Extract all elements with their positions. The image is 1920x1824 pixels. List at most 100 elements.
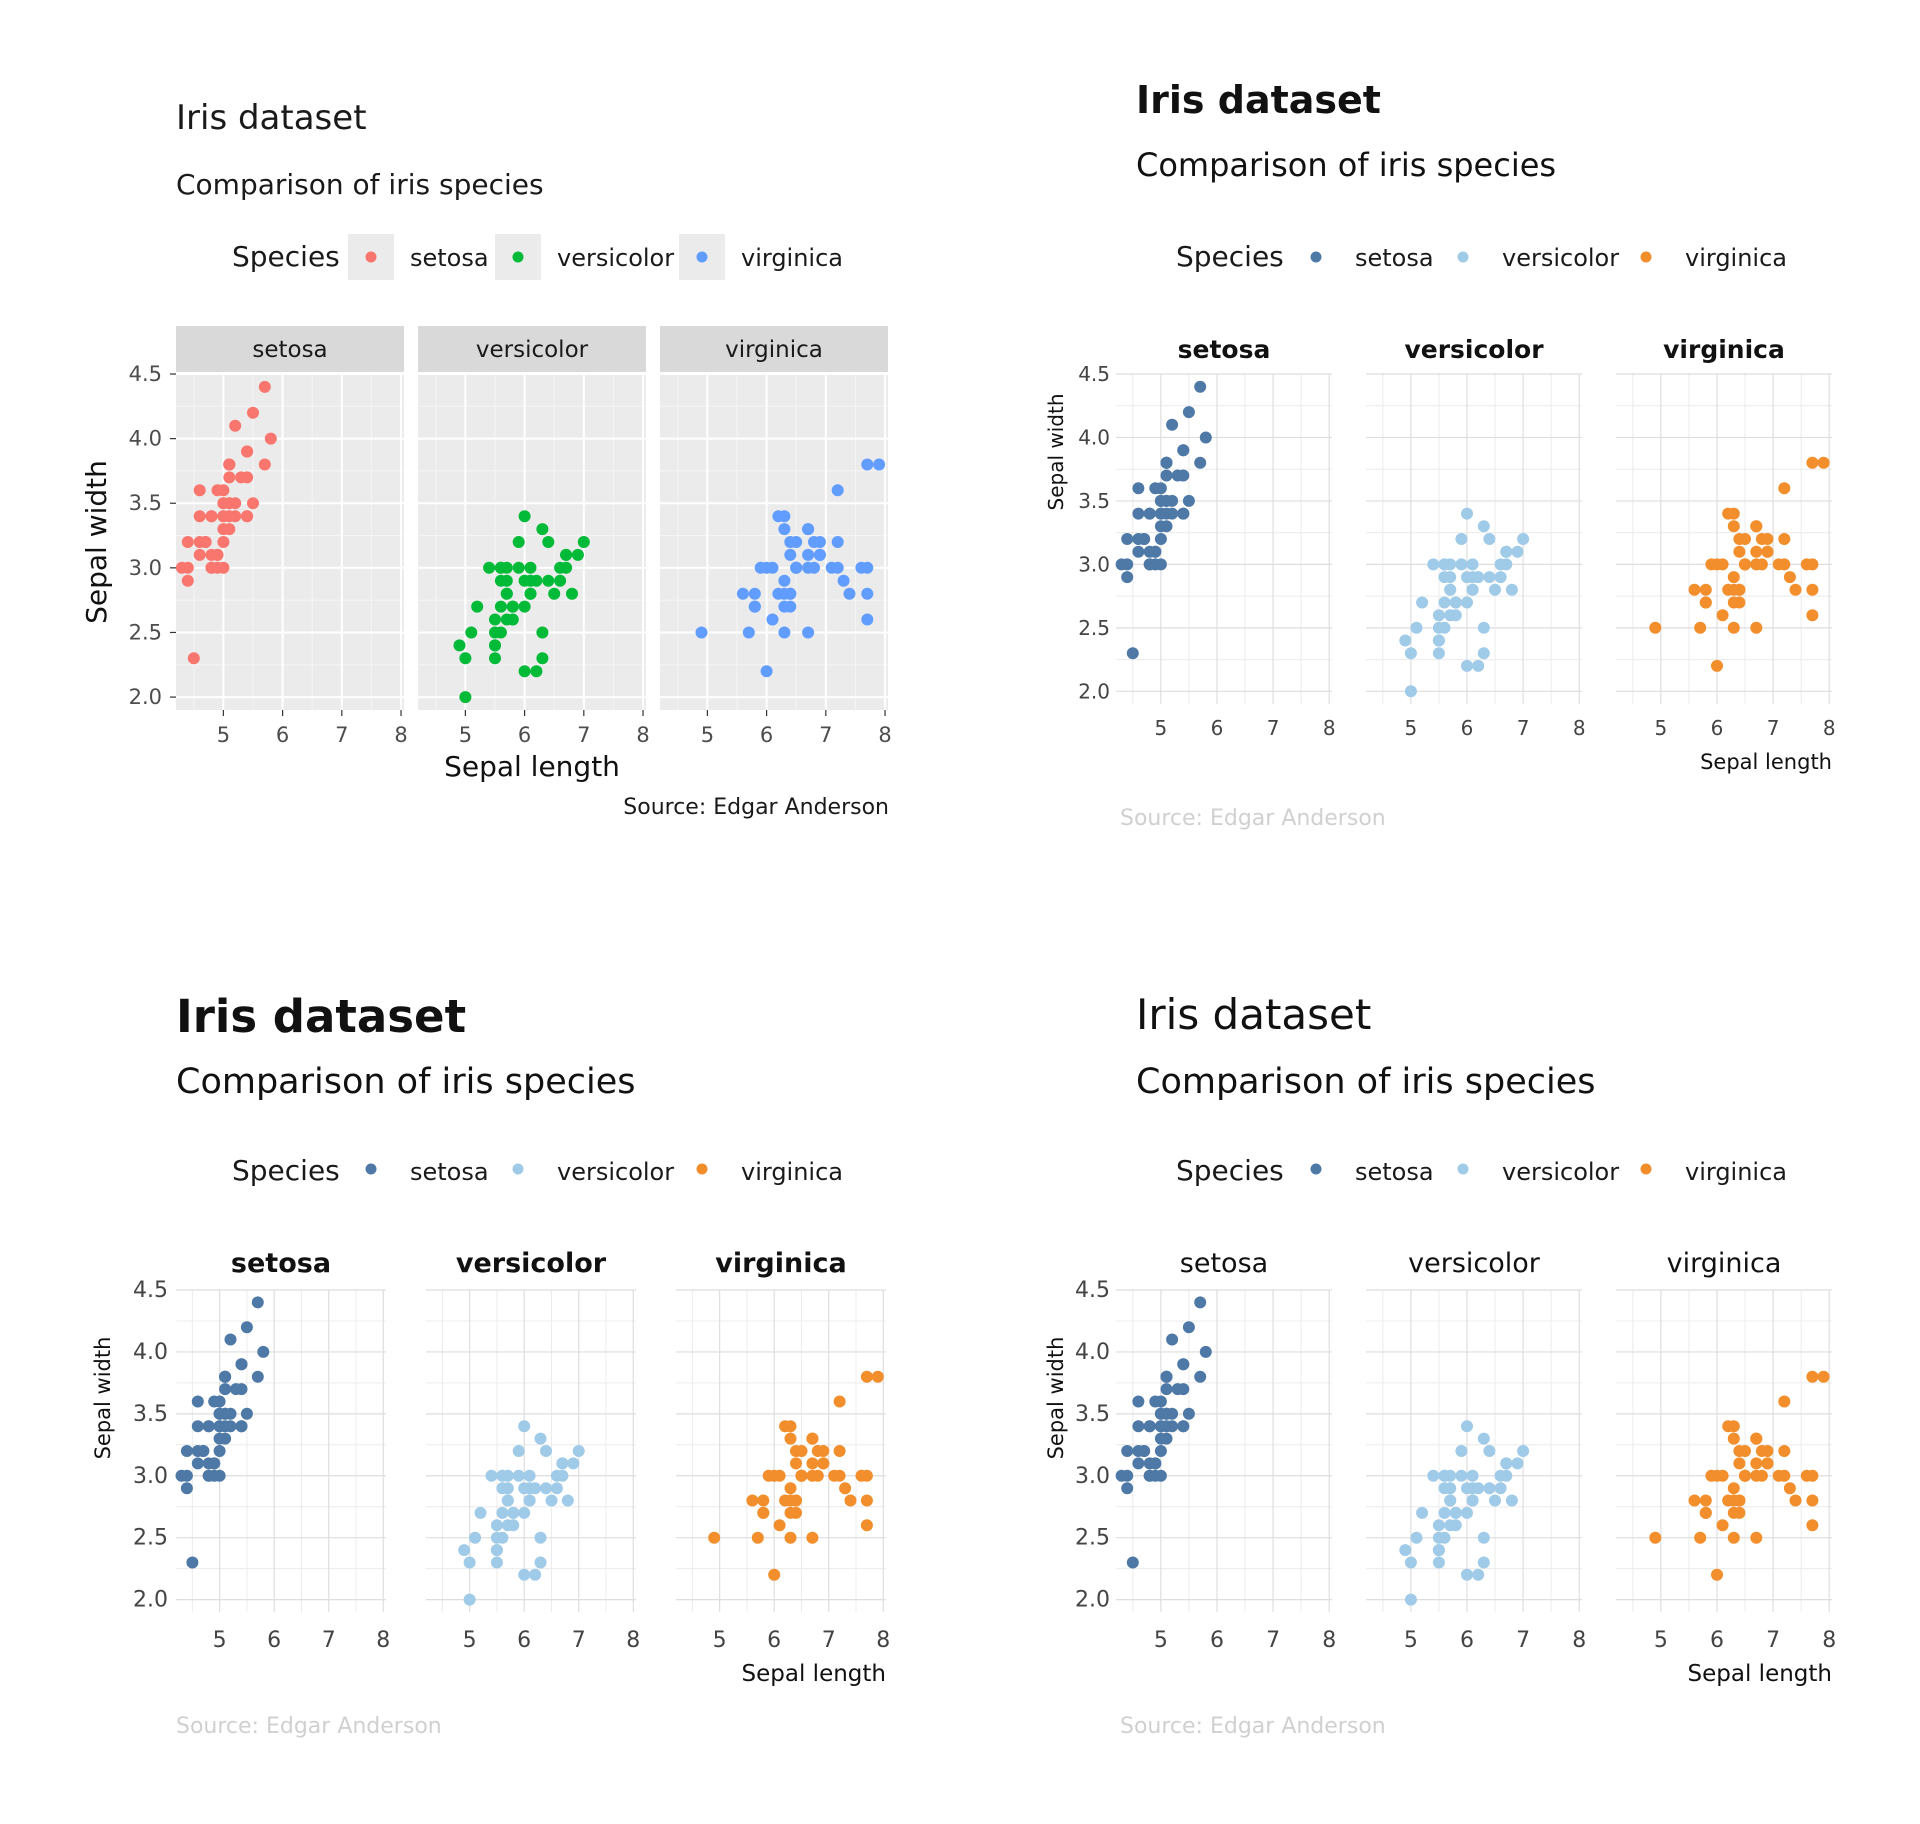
data-point-virginica — [1739, 1469, 1751, 1482]
data-point-setosa — [1154, 533, 1167, 545]
data-point-versicolor — [1432, 1531, 1445, 1544]
x-tick-label: 6 — [267, 1628, 281, 1653]
data-point-setosa — [1177, 1358, 1190, 1371]
facet-strip-label-setosa: setosa — [231, 1248, 331, 1279]
y-tick-label: 3.0 — [1075, 1464, 1110, 1489]
data-point-virginica — [1789, 1494, 1802, 1507]
y-tick-label: 4.5 — [129, 362, 162, 386]
data-point-virginica — [784, 1506, 797, 1519]
x-tick-label: 7 — [822, 1628, 836, 1653]
data-point-setosa — [1160, 507, 1173, 520]
data-point-setosa — [235, 1358, 248, 1371]
y-tick-label: 4.5 — [133, 1278, 168, 1303]
data-point-virginica — [1750, 1531, 1763, 1544]
data-point-setosa — [1177, 507, 1190, 520]
data-point-setosa — [1149, 1395, 1162, 1408]
chart-title: Iris dataset — [1136, 78, 1381, 122]
chart-title: Iris dataset — [176, 990, 467, 1043]
data-point-versicolor — [1494, 571, 1507, 584]
data-point-virginica — [1727, 1432, 1740, 1445]
data-point-versicolor — [1472, 659, 1485, 672]
data-point-setosa — [1199, 431, 1212, 444]
data-point-virginica — [760, 665, 773, 678]
data-point-versicolor — [494, 600, 507, 613]
x-tick-label: 6 — [517, 1628, 531, 1653]
x-tick-label: 8 — [1823, 716, 1836, 740]
data-point-virginica — [1699, 596, 1712, 609]
data-point-virginica — [1783, 571, 1796, 584]
y-axis-label: Sepal width — [1044, 394, 1068, 511]
data-point-setosa — [1177, 1420, 1190, 1433]
data-point-virginica — [742, 626, 755, 639]
data-point-versicolor — [523, 1469, 536, 1482]
data-point-versicolor — [483, 561, 496, 574]
data-point-setosa — [1154, 1445, 1167, 1457]
data-point-versicolor — [536, 626, 549, 639]
data-point-virginica — [1649, 621, 1662, 634]
data-point-setosa — [1160, 456, 1173, 469]
data-point-virginica — [1778, 533, 1791, 545]
data-point-versicolor — [1461, 1420, 1473, 1433]
data-point-setosa — [257, 1345, 270, 1358]
data-point-versicolor — [1472, 571, 1485, 584]
data-point-virginica — [784, 1531, 797, 1544]
data-point-virginica — [802, 523, 815, 536]
data-point-virginica — [1750, 621, 1763, 634]
data-point-versicolor — [1416, 1506, 1429, 1519]
data-point-setosa — [211, 548, 224, 561]
data-point-virginica — [802, 561, 815, 574]
data-point-versicolor — [554, 574, 567, 587]
data-point-virginica — [784, 1432, 797, 1445]
data-point-setosa — [213, 1445, 226, 1457]
data-point-setosa — [217, 561, 230, 574]
data-point-virginica — [1727, 1494, 1740, 1507]
x-tick-label: 5 — [713, 1628, 727, 1653]
data-point-setosa — [1160, 1420, 1173, 1433]
x-tick-label: 5 — [1655, 716, 1668, 740]
data-point-setosa — [1154, 1432, 1167, 1445]
data-point-setosa — [1166, 1333, 1179, 1346]
data-point-virginica — [1716, 609, 1729, 622]
data-point-virginica — [757, 1506, 770, 1519]
chart-subtitle: Comparison of iris species — [1136, 1062, 1596, 1102]
x-tick-label: 8 — [626, 1628, 640, 1653]
data-point-setosa — [205, 510, 218, 523]
x-tick-label: 5 — [213, 1628, 227, 1653]
data-point-versicolor — [561, 1494, 574, 1507]
data-point-versicolor — [512, 1445, 525, 1457]
data-point-setosa — [1121, 1482, 1134, 1495]
facet-panel-setosa: setosa 5 6 7 8 — [175, 326, 408, 747]
data-point-versicolor — [1461, 571, 1473, 584]
data-point-setosa — [247, 406, 259, 419]
y-tick-label: 3.5 — [129, 491, 162, 515]
x-tick-label: 8 — [636, 723, 649, 747]
data-point-versicolor — [463, 1593, 476, 1606]
legend-label-virginica: virginica — [1685, 1158, 1787, 1186]
data-point-virginica — [811, 1445, 824, 1457]
data-point-versicolor — [1449, 609, 1462, 622]
data-point-setosa — [1160, 469, 1173, 482]
x-tick-label: 5 — [1154, 1628, 1168, 1653]
data-point-versicolor — [518, 1506, 531, 1519]
data-point-setosa — [205, 561, 218, 574]
data-point-virginica — [1727, 1506, 1740, 1519]
data-point-setosa — [191, 1445, 204, 1457]
chart-title: Iris dataset — [1136, 990, 1372, 1039]
data-point-versicolor — [518, 600, 531, 613]
data-point-versicolor — [1500, 1457, 1513, 1470]
data-point-versicolor — [1500, 558, 1513, 571]
data-point-versicolor — [560, 561, 573, 574]
y-tick-label: 3.5 — [1075, 1402, 1110, 1427]
data-point-versicolor — [540, 1482, 552, 1495]
data-point-virginica — [790, 561, 803, 574]
data-point-versicolor — [530, 574, 543, 587]
data-point-versicolor — [1472, 1482, 1485, 1495]
data-point-virginica — [1688, 583, 1701, 596]
data-point-virginica — [1733, 1457, 1746, 1470]
data-point-virginica — [1789, 583, 1802, 596]
legend-label-setosa: setosa — [1355, 244, 1434, 272]
data-point-setosa — [1182, 406, 1195, 419]
data-point-virginica — [1727, 583, 1740, 596]
data-point-versicolor — [529, 1568, 542, 1581]
legend-label-versicolor: versicolor — [1502, 1158, 1620, 1186]
